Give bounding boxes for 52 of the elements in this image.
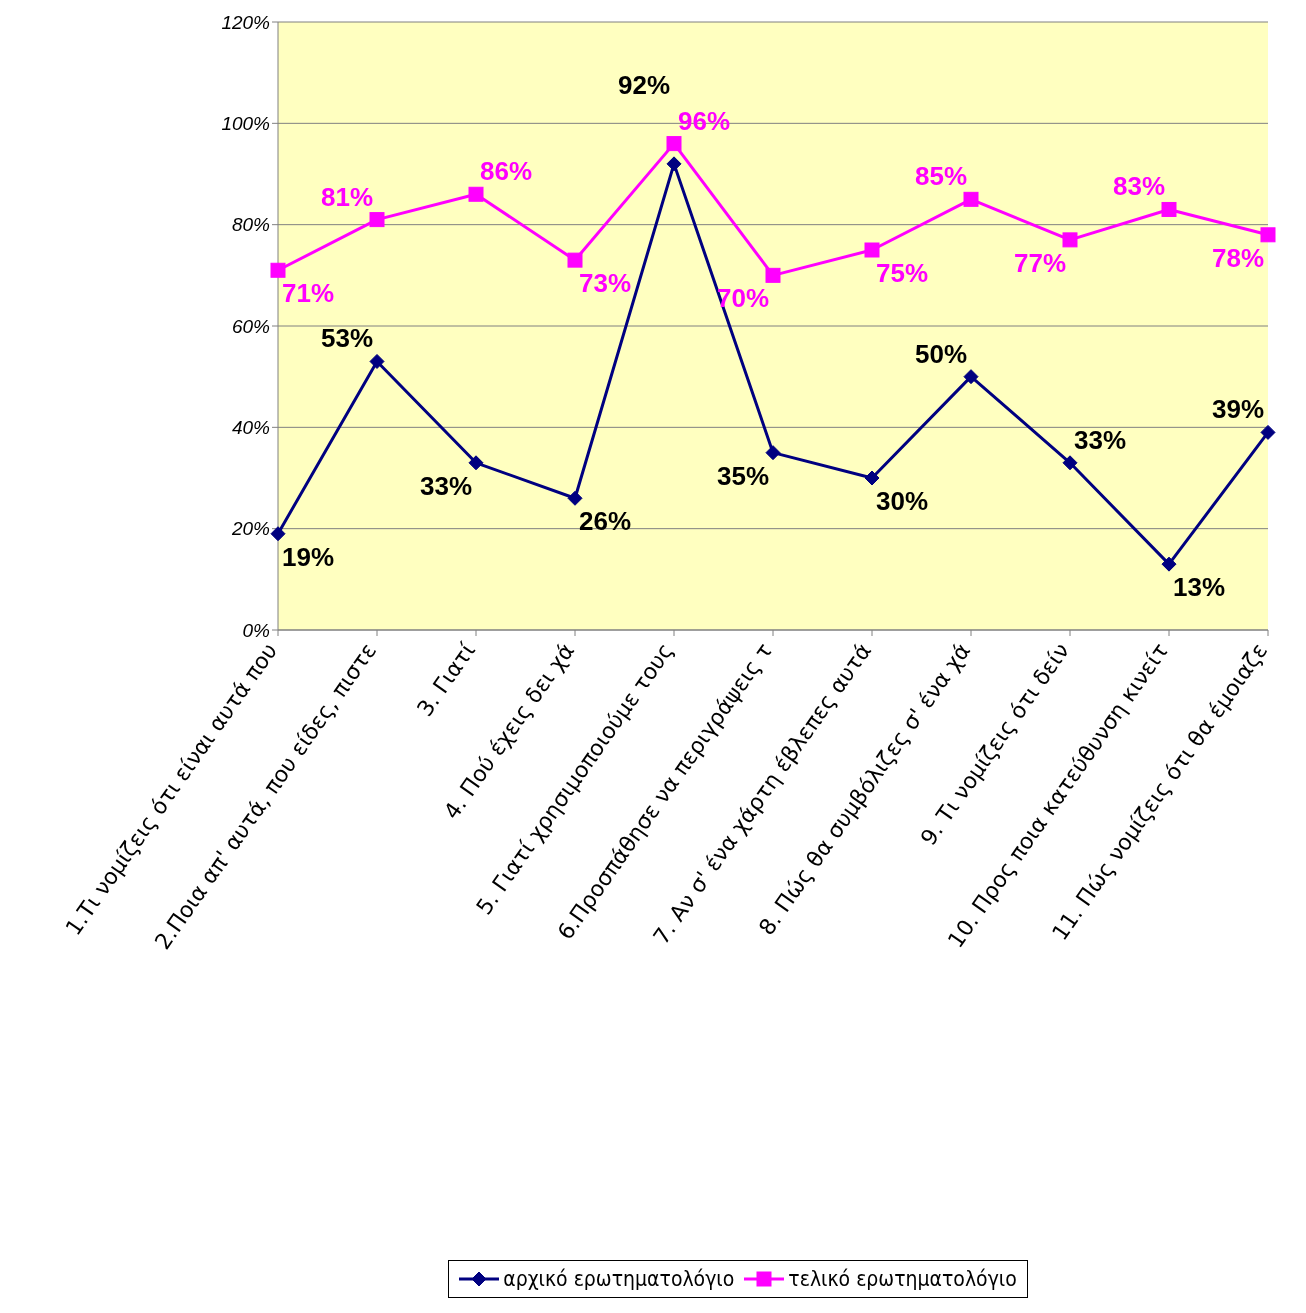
point [666, 156, 682, 172]
point [270, 262, 286, 278]
point [1161, 201, 1177, 217]
data-label: 71% [281, 278, 335, 309]
point [270, 526, 286, 542]
data-label: 35% [716, 460, 770, 491]
data-label: 33% [419, 470, 473, 501]
point [1260, 424, 1276, 440]
point [1062, 232, 1078, 248]
data-label: 73% [578, 268, 632, 299]
data-label: 19% [281, 541, 335, 572]
y-tick-label: 40% [231, 417, 271, 439]
point [666, 136, 682, 152]
data-label: 78% [1211, 242, 1265, 273]
y-tick-label: 0% [242, 619, 271, 641]
data-label: 50% [914, 338, 968, 369]
point [864, 242, 880, 258]
point [369, 212, 385, 228]
y-tick-label: 100% [221, 113, 271, 135]
point [1260, 227, 1276, 243]
point [1161, 556, 1177, 572]
data-label: 96% [677, 105, 731, 136]
data-label: 81% [320, 181, 374, 212]
point [765, 445, 781, 461]
y-tick-label: 60% [231, 315, 271, 337]
point [765, 267, 781, 283]
data-label: 92% [617, 69, 671, 100]
y-tick-label: 80% [231, 214, 271, 236]
data-label: 75% [875, 258, 929, 288]
data-label: 83% [1112, 171, 1166, 202]
legend-label: τελικό ερωτηματολόγιο [787, 1267, 1017, 1291]
point [567, 490, 583, 506]
point [369, 353, 385, 369]
data-label: 26% [578, 506, 632, 537]
data-label: 85% [914, 161, 968, 192]
point [468, 186, 484, 202]
point [567, 252, 583, 268]
data-label: 77% [1013, 247, 1067, 278]
point [468, 455, 484, 471]
y-tick-label: 120% [221, 11, 271, 33]
data-label: 30% [875, 486, 929, 516]
point [963, 369, 979, 385]
point [864, 470, 880, 486]
data-label: 13% [1172, 572, 1226, 603]
legend-label: αρχικό ερωτηματολόγιο [502, 1267, 735, 1291]
point [1062, 455, 1078, 471]
data-label: 53% [320, 323, 374, 354]
data-label: 86% [479, 156, 533, 187]
y-tick-label: 20% [230, 518, 271, 540]
point [963, 191, 979, 207]
data-label: 33% [1073, 424, 1127, 455]
data-label: 39% [1211, 394, 1265, 425]
